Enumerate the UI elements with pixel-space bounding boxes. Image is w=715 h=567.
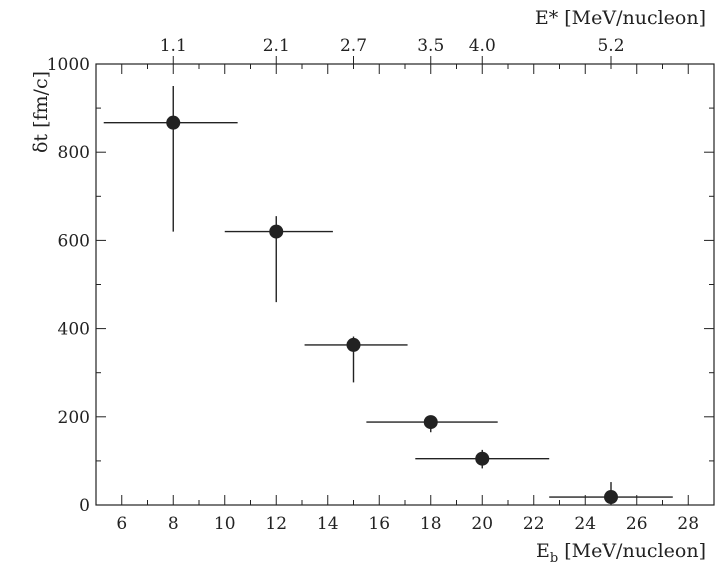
y-tick-label: 600 bbox=[58, 231, 90, 251]
x-axis-title-unit: [MeV/nucleon] bbox=[558, 540, 706, 562]
data-point bbox=[604, 490, 618, 505]
data-point bbox=[346, 337, 361, 352]
x-tick-label: 6 bbox=[116, 514, 127, 534]
x-tick-label: 10 bbox=[214, 514, 236, 534]
y-tick-label: 1000 bbox=[47, 55, 90, 75]
x-tick-label: 14 bbox=[317, 514, 339, 534]
top-x-tick-label: 5.2 bbox=[597, 36, 624, 56]
x-tick-label: 12 bbox=[265, 514, 287, 534]
top-x-tick-label: 2.7 bbox=[340, 36, 367, 56]
top-x-axis-title: E* [MeV/nucleon] bbox=[535, 7, 706, 29]
top-x-tick-label: 2.1 bbox=[263, 36, 290, 56]
y-tick-label: 200 bbox=[58, 408, 90, 428]
x-tick-label: 18 bbox=[420, 514, 442, 534]
top-x-tick-label: 4.0 bbox=[469, 36, 496, 56]
data-point bbox=[475, 451, 490, 466]
data-point bbox=[269, 224, 284, 239]
x-tick-label: 24 bbox=[574, 514, 596, 534]
x-tick-label: 28 bbox=[677, 514, 699, 534]
y-tick-label: 0 bbox=[79, 496, 90, 516]
x-tick-label: 16 bbox=[368, 514, 390, 534]
x-tick-label: 22 bbox=[523, 514, 545, 534]
x-tick-label: 20 bbox=[471, 514, 493, 534]
x-tick-label: 26 bbox=[626, 514, 648, 534]
axis-ticks: 6 8 10 12 14 16 18 20 22 24 26 28 0 200 400 600 800 1000 1… bbox=[47, 36, 715, 534]
y-tick-label: 400 bbox=[58, 320, 90, 340]
x-axis-title-main: E bbox=[536, 540, 550, 562]
y-axis-title: δt [fm/c] bbox=[30, 71, 52, 153]
data-points bbox=[103, 86, 673, 505]
top-x-tick-label: 1.1 bbox=[160, 36, 187, 56]
x-axis-title-subscript: b bbox=[550, 551, 558, 566]
y-tick-label: 800 bbox=[58, 143, 90, 163]
data-point bbox=[423, 415, 438, 430]
x-axis-title: Eb [MeV/nucleon] bbox=[536, 540, 706, 566]
data-point bbox=[166, 115, 181, 130]
plot-frame bbox=[95, 63, 715, 506]
x-tick-label: 8 bbox=[168, 514, 179, 534]
top-x-tick-label: 3.5 bbox=[417, 36, 444, 56]
